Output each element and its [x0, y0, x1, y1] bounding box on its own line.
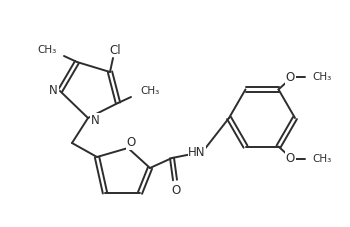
Text: CH₃: CH₃ [140, 86, 159, 96]
Text: O: O [286, 71, 295, 84]
Text: CH₃: CH₃ [313, 154, 332, 164]
Text: N: N [49, 84, 58, 98]
Text: HN: HN [188, 146, 206, 158]
Text: Cl: Cl [109, 44, 121, 57]
Text: N: N [91, 114, 100, 126]
Text: O: O [126, 136, 136, 150]
Text: O: O [286, 152, 295, 165]
Text: O: O [172, 183, 181, 197]
Text: CH₃: CH₃ [313, 72, 332, 82]
Text: CH₃: CH₃ [38, 45, 57, 55]
